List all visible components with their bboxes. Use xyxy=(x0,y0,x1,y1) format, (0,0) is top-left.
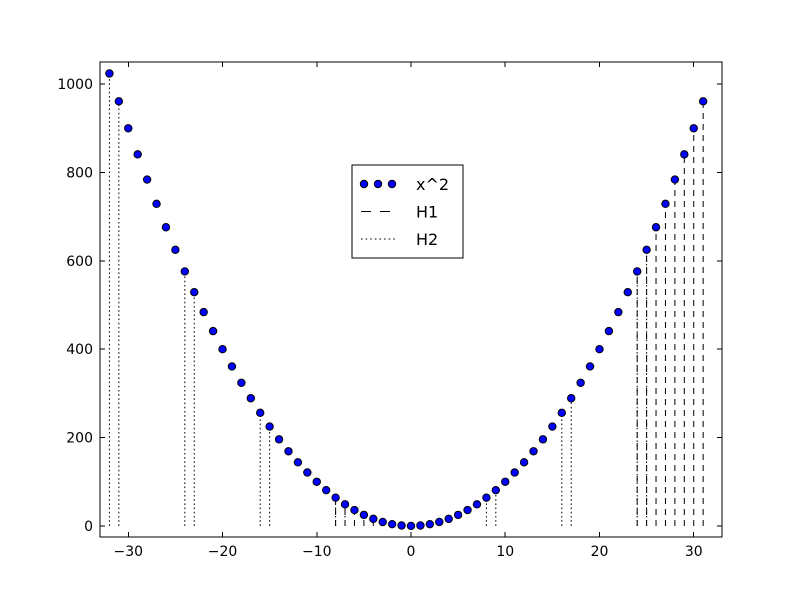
scatter-point xyxy=(689,124,698,133)
legend-entry-h1: H1 xyxy=(361,203,438,222)
scatter-point xyxy=(340,500,350,509)
scatter-point xyxy=(538,435,548,444)
scatter-point xyxy=(510,468,519,477)
y-tick-label: 600 xyxy=(66,254,93,270)
scatter-point xyxy=(190,288,199,297)
legend-marker-dot xyxy=(387,179,397,189)
scatter-point xyxy=(670,175,680,184)
scatter-point xyxy=(303,468,312,477)
x-tick-label: 30 xyxy=(685,544,703,560)
y-tick-label: 1000 xyxy=(57,77,93,93)
scatter-point xyxy=(529,447,538,456)
scatter-point xyxy=(444,514,453,524)
scatter-point xyxy=(171,245,180,254)
scatter-point xyxy=(350,505,359,515)
legend-label-h1: H1 xyxy=(416,203,438,222)
x-tick-label: 20 xyxy=(591,544,609,560)
y-tick-label: 800 xyxy=(66,165,93,181)
legend-marker-dot xyxy=(373,179,383,189)
scatter-point xyxy=(397,521,406,530)
scatter-point xyxy=(369,514,378,524)
legend-entry-x2: x^2 xyxy=(359,175,449,194)
scatter-point xyxy=(359,510,369,520)
scatter-point xyxy=(237,378,246,387)
scatter-point xyxy=(378,517,387,527)
scatter-point xyxy=(623,288,632,297)
scatter-point xyxy=(651,223,661,232)
x-tick-label: −10 xyxy=(302,544,332,560)
scatter-point xyxy=(567,394,576,403)
scatter-point xyxy=(548,422,557,431)
y-tick-label: 200 xyxy=(66,431,93,447)
scatter-point xyxy=(256,408,265,418)
scatter-point xyxy=(142,175,152,184)
scatter-point xyxy=(246,394,255,403)
scatter-point xyxy=(387,519,397,529)
y-tick-label: 400 xyxy=(66,342,93,358)
scatter-point xyxy=(614,307,623,317)
scatter-point xyxy=(321,485,331,495)
series-h2-vlines xyxy=(108,73,648,526)
scatter-point xyxy=(585,362,595,371)
scatter-point xyxy=(680,150,689,159)
scatter-point xyxy=(482,493,491,502)
scatter-point xyxy=(576,378,585,387)
scatter-point xyxy=(265,422,274,431)
series-h1-vlines xyxy=(335,101,704,526)
scatter-point xyxy=(632,267,642,276)
scatter-point xyxy=(472,500,482,509)
scatter-point xyxy=(425,519,435,529)
scatter-point xyxy=(491,485,501,495)
scatter-point xyxy=(661,199,670,209)
x-tick-label: 0 xyxy=(407,544,416,560)
plot-border xyxy=(99,61,723,538)
scatter-point xyxy=(208,326,218,336)
legend-label-h2: H2 xyxy=(416,230,438,249)
scatter-point xyxy=(698,97,708,106)
scatter-point xyxy=(435,517,444,527)
legend: x^2 H1 H2 xyxy=(351,164,464,259)
scatter-point xyxy=(114,97,124,106)
legend-marker-dot xyxy=(359,179,369,189)
scatter-point xyxy=(642,245,651,254)
scatter-point xyxy=(152,199,161,209)
scatter-point xyxy=(199,307,208,317)
scatter-point xyxy=(161,223,171,232)
scatter-point xyxy=(312,477,321,486)
scatter-point xyxy=(557,408,566,418)
scatter-point xyxy=(293,458,303,467)
legend-entry-h2: H2 xyxy=(361,230,438,249)
scatter-point xyxy=(274,435,284,444)
legend-label-x2: x^2 xyxy=(416,175,449,194)
scatter-point xyxy=(463,505,472,515)
scatter-point xyxy=(331,493,340,502)
x-tick-label: 10 xyxy=(496,544,514,560)
scatter-point xyxy=(218,345,227,354)
scatter-point xyxy=(604,326,614,336)
scatter-point xyxy=(519,458,529,467)
scatter-point xyxy=(124,124,133,133)
scatter-point xyxy=(453,510,463,520)
x-tick-label: −20 xyxy=(208,544,238,560)
scatter-point xyxy=(595,345,604,354)
scatter-point xyxy=(284,447,293,456)
scatter-point xyxy=(416,521,425,530)
axes: −30 −20 −10 0 10 20 30 0 200 400 600 800 1000 xyxy=(57,61,723,560)
scatter-point xyxy=(406,521,416,531)
scatter-point xyxy=(180,267,190,276)
scatter-point xyxy=(105,69,114,78)
scatter-point xyxy=(501,477,510,486)
y-tick-label: 0 xyxy=(84,519,93,535)
scatter-point xyxy=(227,362,237,371)
series-x2-scatter xyxy=(105,69,708,531)
scatter-point xyxy=(133,150,142,159)
x-tick-label: −30 xyxy=(113,544,143,560)
